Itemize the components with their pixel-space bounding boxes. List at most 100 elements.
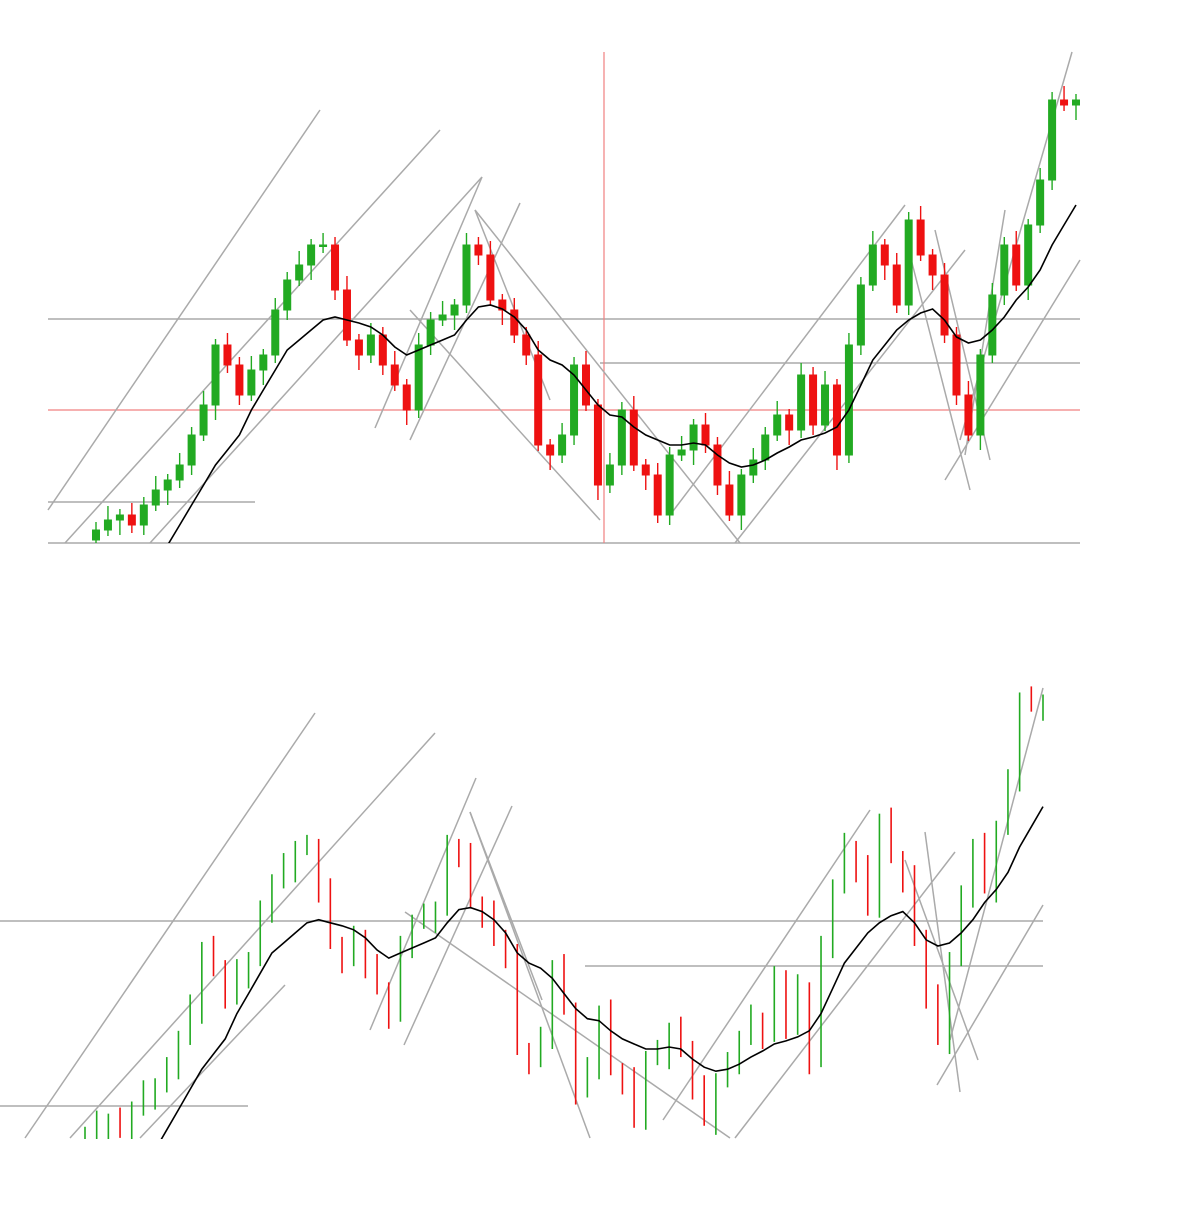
candle-body (426, 319, 435, 346)
candle-body (701, 424, 710, 446)
candle-body (163, 479, 172, 491)
candle-body (605, 464, 614, 486)
trend-line (909, 254, 971, 491)
candle-body (354, 339, 363, 356)
candle-body (593, 404, 602, 486)
candle-body (295, 264, 304, 281)
candle-body (785, 414, 794, 431)
candle-body (892, 264, 901, 306)
candle-body (187, 434, 196, 466)
trend-line (474, 209, 741, 544)
candle-body (856, 284, 865, 346)
candle-body (570, 364, 579, 436)
candle-body (916, 219, 925, 256)
candle-body (964, 394, 973, 436)
candle-body (952, 334, 961, 396)
trend-line (139, 984, 286, 1139)
candle-body (809, 374, 818, 426)
candle-body (366, 334, 375, 356)
candle-body (151, 489, 160, 506)
candle-body (510, 309, 519, 336)
candle-body (211, 344, 220, 406)
candle-body (617, 409, 626, 466)
trend-line (469, 811, 591, 1139)
candle-body (737, 474, 746, 516)
candle-body (1012, 244, 1021, 286)
candle-body (582, 364, 590, 406)
trend-line (409, 309, 601, 521)
candle-body (1048, 99, 1057, 181)
candle-body (522, 334, 531, 356)
candle-body (641, 464, 650, 476)
candle-body (438, 314, 447, 321)
candle-body (342, 289, 351, 341)
trend-line (69, 732, 436, 1139)
trend-line (734, 851, 956, 1139)
candle-body (904, 219, 913, 306)
trend-line (64, 129, 441, 544)
candle-body (259, 354, 268, 371)
candle-body (331, 244, 340, 291)
candle-body (307, 244, 316, 266)
candle-body (677, 449, 686, 456)
candle-body (868, 244, 877, 286)
trend-line (403, 805, 513, 1046)
trend-line (936, 904, 1044, 1086)
candle-body (665, 454, 674, 516)
candle-body (832, 384, 841, 456)
candle-body (629, 409, 638, 466)
candle-body (450, 304, 459, 316)
candle-body (199, 404, 208, 436)
moving-average (167, 204, 1077, 543)
bottom-annotations (0, 687, 1044, 1139)
candle-body (558, 434, 567, 456)
candle-body (940, 274, 949, 336)
trend-line (904, 859, 979, 1061)
candle-body (175, 464, 184, 481)
trend-line (944, 259, 1081, 481)
price-panel (84, 686, 1044, 1139)
trend-line (662, 809, 871, 1121)
candle-body (797, 374, 806, 431)
trend-line (374, 176, 483, 429)
candle-body (880, 244, 889, 266)
candle-body (1072, 99, 1080, 106)
candle-body (976, 354, 985, 436)
candle-body (928, 254, 937, 276)
candle-body (283, 279, 292, 311)
candle-body (761, 434, 770, 461)
candle-body (235, 364, 244, 396)
candle-body (115, 514, 124, 521)
candle-body (127, 514, 136, 526)
candle-body (534, 354, 543, 446)
candle-body (486, 254, 495, 301)
candle-body (689, 424, 698, 451)
candle-body (139, 504, 148, 526)
trend-line (669, 204, 906, 516)
candle-body (725, 484, 734, 516)
candle-body (1000, 244, 1009, 296)
candle-body (462, 244, 471, 306)
top-annotations (47, 51, 1081, 544)
price-panel (92, 86, 1080, 543)
trend-line (24, 712, 316, 1139)
candle-body (773, 414, 782, 436)
candle-body (1024, 224, 1033, 286)
candle-body (821, 384, 830, 426)
candle-body (1036, 179, 1045, 226)
candle-body (319, 244, 328, 247)
candle-body (378, 334, 387, 366)
candle-body (223, 344, 232, 366)
trend-line (469, 811, 543, 1001)
candle-body (988, 294, 997, 356)
trend-line (47, 109, 321, 511)
trend-line (149, 176, 483, 544)
candle-body (247, 369, 256, 396)
candle-body (402, 384, 411, 411)
candle-body (414, 344, 423, 411)
candle-body (749, 459, 758, 476)
candle-body (546, 444, 555, 456)
candle-body (474, 244, 483, 256)
candle-body (713, 444, 722, 486)
